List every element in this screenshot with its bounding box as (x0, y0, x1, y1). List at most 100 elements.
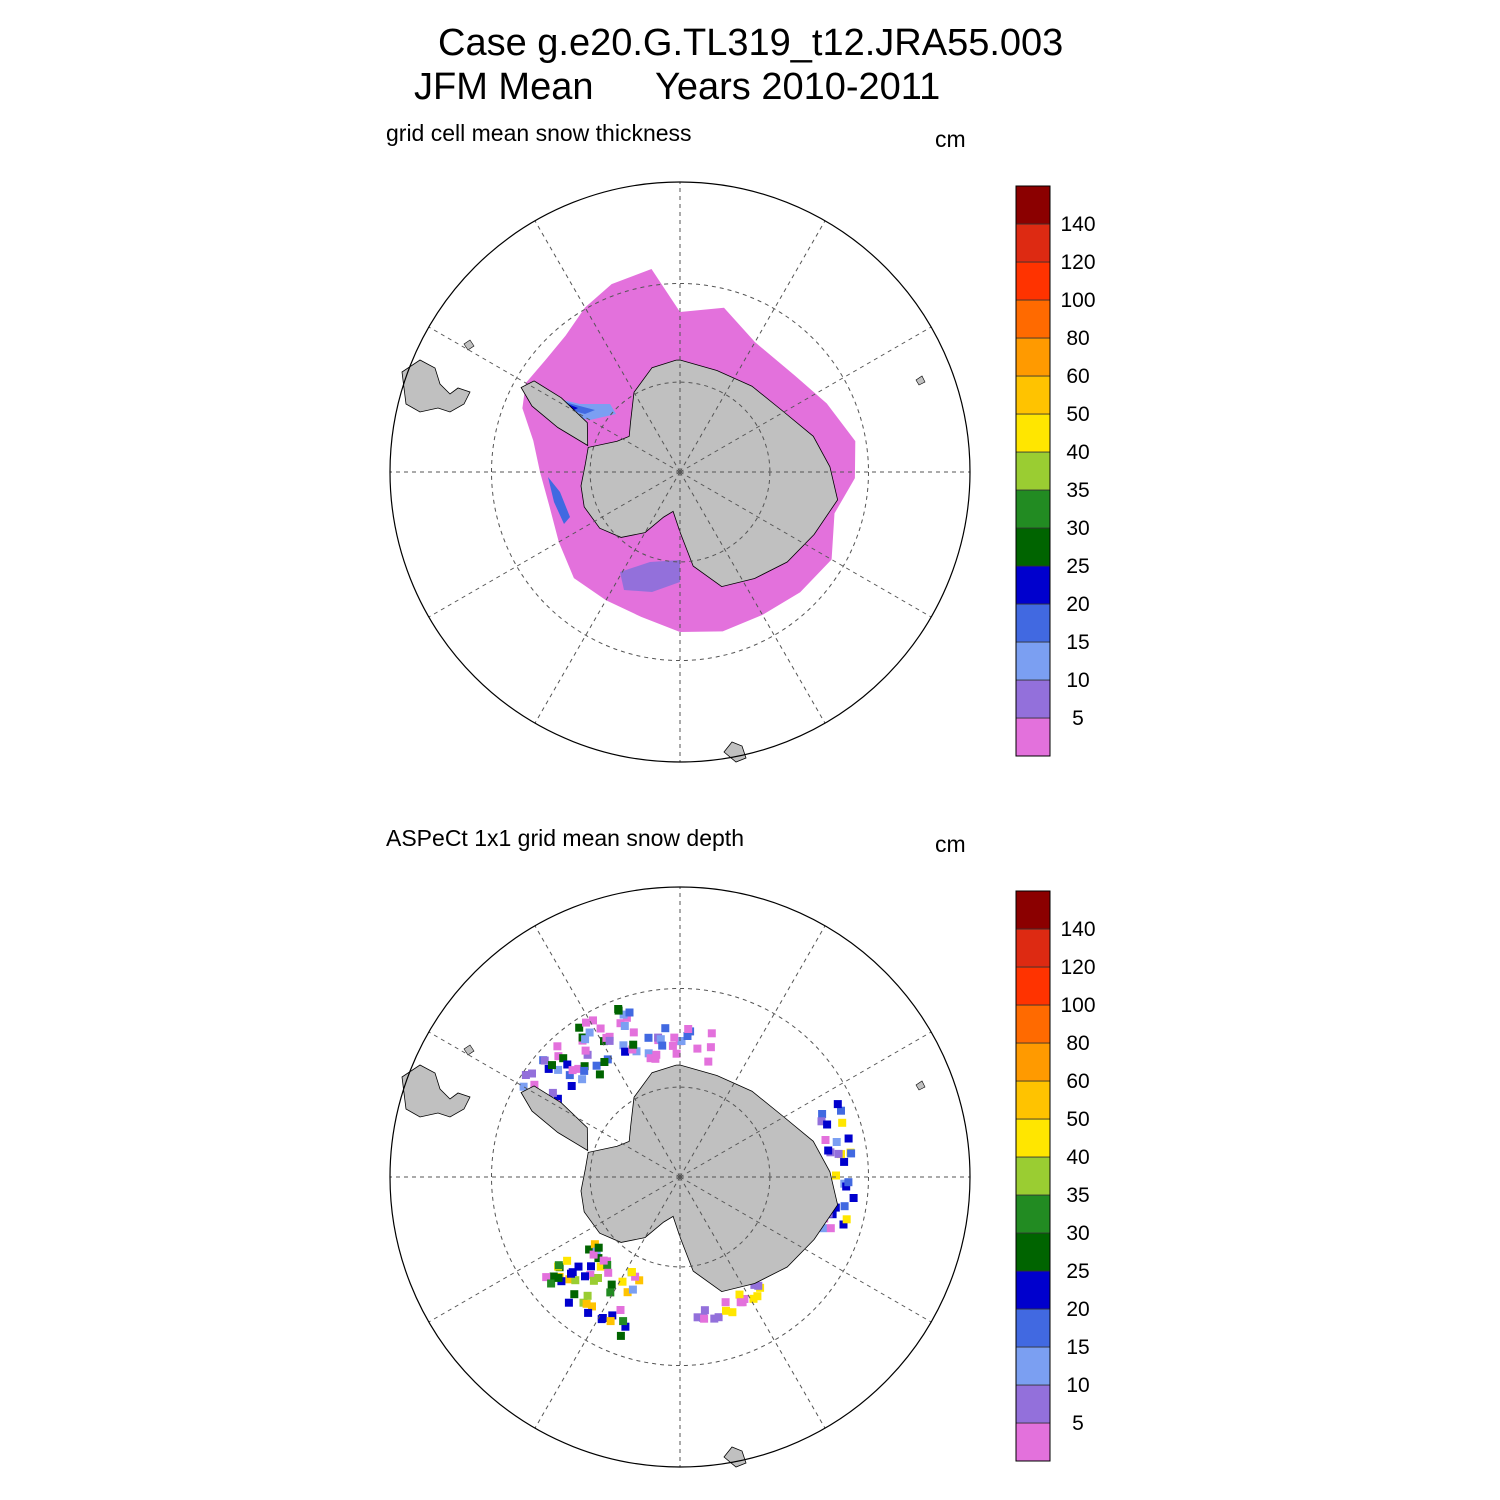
panel-2-observation-cell-111 (623, 1288, 632, 1297)
panel-2-observation-cell-28 (548, 1088, 557, 1097)
panel-2-observation-cell-48 (614, 1006, 623, 1015)
panel-2-meridian-120 (679, 1176, 932, 1323)
panel-2-observation-cell-179 (700, 1314, 709, 1323)
panel-1-bellingshausen-snow (548, 477, 570, 524)
panel-2-meridian-210 (534, 1176, 681, 1429)
panel-1-colorbar-label-15: 15 (1066, 631, 1089, 654)
panel-1-colorbar-swatch-10 (1015, 337, 1051, 377)
panel-1-colorbar-swatch-12 (1015, 261, 1051, 301)
panel-1-colorbar-label-60: 60 (1066, 365, 1089, 388)
panel-1-colorbar-swatch-9 (1015, 375, 1051, 415)
panel-2-observation-cell-7 (621, 1047, 630, 1056)
panel-2-observation-cell-54 (605, 1036, 614, 1045)
panel-2-observation-cell-82 (819, 1224, 828, 1233)
panel-2-antarctic-peninsula (520, 1085, 589, 1152)
panel-2-colorbar: 5 10 15 20 25 30 35 40 50 60 80 100 120 140 (1015, 890, 1096, 1462)
panel-1-meridian-120 (679, 471, 932, 618)
panel-1-colorbar-swatch-3 (1015, 603, 1051, 643)
panel-1-meridian-300 (428, 326, 681, 473)
panel-2-meridian-330 (534, 925, 681, 1178)
panel-2-colorbar-label-40: 40 (1066, 1146, 1089, 1169)
panel-2-observation-cell-113 (565, 1275, 574, 1284)
panel-2-observation-cell-156 (574, 1262, 583, 1271)
panel-1-colorbar-swatch-0 (1015, 717, 1051, 757)
panel-1-antarctic-peninsula (520, 380, 589, 447)
panel-2-observation-cell-164 (714, 1313, 723, 1322)
panel-2-observation-cell-109 (616, 1306, 625, 1314)
panel-2-kerguelen-island (915, 1080, 926, 1091)
panel-2-map-border (389, 886, 971, 1468)
panel-2-observation-cell-116 (618, 1277, 627, 1286)
panel-1-colorbar-swatch-4 (1015, 565, 1051, 605)
panel-2-meridian-60 (679, 1031, 932, 1178)
panel-2-observation-cell-177 (753, 1292, 762, 1301)
panel-2-antarctica-landmass (580, 1064, 839, 1293)
panel-2-observation-cell-26 (568, 1066, 577, 1075)
panel-2-observation-cell-97 (833, 1100, 842, 1109)
panel-1-colorbar-label-40: 40 (1066, 441, 1089, 464)
panel-2-observation-cell-174 (736, 1298, 745, 1307)
panel-2-observation-cell-129 (603, 1261, 612, 1269)
panel-1-colorbar-label-120: 120 (1060, 251, 1095, 274)
panel-2-observation-cell-93 (826, 1224, 835, 1233)
panel-2-observation-cell-53 (585, 1028, 594, 1037)
panel-2-observation-cell-0 (519, 1082, 528, 1091)
panel-2-observation-cell-23 (581, 1046, 590, 1055)
panel-2-polar-map (389, 886, 971, 1468)
panel-2-observation-cell-144 (584, 1308, 593, 1317)
panel-2-observation-cell-154 (587, 1262, 595, 1271)
panel-2-observation-cell-60 (672, 1049, 681, 1058)
panel-2-colorbar-swatch-14 (1015, 890, 1051, 930)
panel-2-observation-cell-149 (606, 1288, 615, 1297)
panel-1-south-america-landmass (401, 359, 471, 413)
figure-title-case: Case g.e20.G.TL319_t12.JRA55.003 (438, 22, 1064, 64)
panel-1-colorbar-label-5: 5 (1072, 707, 1084, 730)
panel-1-colorbar-swatch-7 (1015, 451, 1051, 491)
panel-2-observation-cell-142 (621, 1322, 630, 1331)
panel-1-colorbar-label-140: 140 (1060, 213, 1095, 236)
panel-1-colorbar-label-100: 100 (1060, 289, 1095, 312)
figure-title-years: Years 2010-2011 (655, 66, 941, 108)
panel-1-colorbar-label-30: 30 (1066, 517, 1089, 540)
panel-1-colorbar-label-25: 25 (1066, 555, 1089, 578)
panel-2-observation-cell-65 (656, 1035, 665, 1044)
panel-2-observation-cell-106 (824, 1146, 833, 1155)
panel-2-observation-cell-46 (528, 1069, 536, 1078)
panel-2-observation-cell-37 (540, 1056, 549, 1065)
panel-2-observation-cell-137 (571, 1276, 580, 1285)
panel-2-observation-cell-75 (670, 1033, 679, 1042)
panel-2-observation-cell-41 (629, 1040, 638, 1049)
panel-2-colorbar-label-100: 100 (1060, 994, 1095, 1017)
panel-2-colorbar-swatch-10 (1015, 1042, 1051, 1082)
figure-title-season: JFM Mean (414, 66, 594, 108)
panel-2-observation-cell-9 (575, 1023, 584, 1032)
panel-2-observation-cell-78 (837, 1106, 845, 1115)
panel-1-colorbar-swatch-11 (1015, 299, 1051, 339)
panel-1-meridian-30 (679, 220, 826, 473)
panel-2-latitude-circle-0 (491, 988, 869, 1366)
panel-2-observation-cell-131 (635, 1276, 644, 1285)
panel-2-observation-cell-66 (644, 1033, 653, 1042)
panel-1-colorbar-swatch-1 (1015, 679, 1051, 719)
panel-2-colorbar-swatch-11 (1015, 1004, 1051, 1044)
panel-1-map-border (389, 181, 971, 763)
panel-2-observation-cell-16 (632, 1047, 641, 1056)
panel-2-units: cm (935, 831, 966, 857)
panel-2-observation-cell-40 (582, 1018, 590, 1027)
panel-2-observation-cell-15 (583, 1050, 592, 1059)
panel-2-colorbar-label-140: 140 (1060, 918, 1095, 941)
panel-2-observation-cell-24 (629, 1028, 638, 1037)
panel-2-observation-cell-138 (594, 1274, 602, 1282)
panel-2-observation-cell-147 (608, 1311, 617, 1320)
panel-2-observation-cell-130 (604, 1268, 613, 1277)
panel-2-observation-cell-98 (844, 1178, 853, 1187)
panel-2-colorbar-frame (1015, 890, 1051, 1462)
panel-2-subtitle: ASPeCt 1x1 grid mean snow depth (386, 825, 744, 851)
panel-2-observation-cell-161 (589, 1276, 598, 1285)
panel-2-observation-cell-27 (628, 1045, 637, 1054)
panel-2-observation-cell-2 (554, 1052, 563, 1061)
panel-2-observation-cell-47 (589, 1016, 597, 1025)
panel-2-meridian-30 (679, 925, 826, 1178)
panel-2-colorbar-label-120: 120 (1060, 956, 1095, 979)
panel-2-south-america-landmass (401, 1064, 471, 1118)
